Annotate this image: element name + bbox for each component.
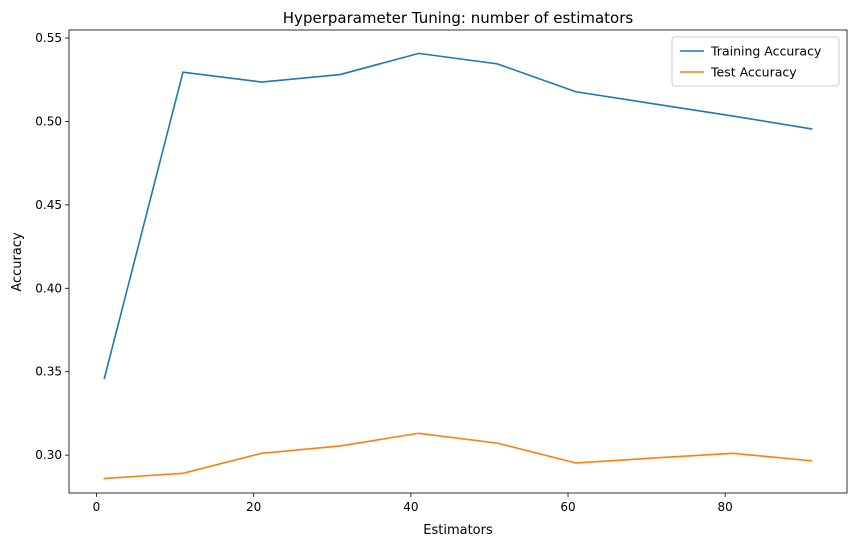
legend-label: Test Accuracy <box>710 65 797 80</box>
y-axis-ticks: 0.30 0.35 0.40 0.45 0.50 0.55 <box>35 31 69 462</box>
y-tick-label: 0.45 <box>35 198 62 212</box>
y-axis-label: Accuracy <box>10 232 25 292</box>
series-line-test-accuracy <box>103 432 813 480</box>
y-tick-label: 0.50 <box>35 114 62 128</box>
plot-frame <box>68 29 848 494</box>
chart-title: Hyperparameter Tuning: number of estimat… <box>283 9 634 27</box>
plot-area <box>68 29 848 494</box>
x-tick-label: 20 <box>246 500 261 514</box>
y-tick-label: 0.40 <box>35 281 62 295</box>
y-tick-label: 0.55 <box>35 31 62 45</box>
x-axis-label: Estimators <box>423 523 493 538</box>
x-tick-label: 60 <box>560 500 575 514</box>
legend: Training Accuracy Test Accuracy <box>671 36 840 87</box>
series-group <box>103 52 813 480</box>
x-tick-label: 0 <box>93 500 101 514</box>
series-line-training-accuracy <box>103 52 813 380</box>
x-tick-label: 80 <box>718 500 733 514</box>
x-axis-ticks: 0 20 40 60 80 <box>93 493 733 514</box>
y-tick-label: 0.30 <box>35 448 62 462</box>
legend-label: Training Accuracy <box>710 44 822 59</box>
legend-box <box>671 36 840 87</box>
y-tick-label: 0.35 <box>35 365 62 379</box>
x-tick-label: 40 <box>403 500 418 514</box>
